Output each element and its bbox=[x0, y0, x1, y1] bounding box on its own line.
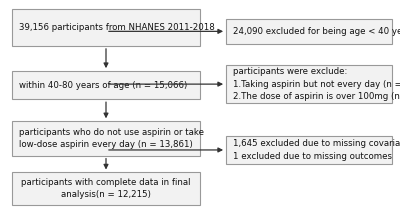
FancyBboxPatch shape bbox=[12, 121, 200, 156]
FancyBboxPatch shape bbox=[226, 19, 392, 44]
Text: participants who do not use aspirin or take
low-dose aspirin every day (n = 13,8: participants who do not use aspirin or t… bbox=[19, 128, 204, 149]
Text: 1,645 excluded due to missing covariates
1 excluded due to missing outcomes: 1,645 excluded due to missing covariates… bbox=[233, 139, 400, 161]
Text: within 40-80 years of age (n = 15,066): within 40-80 years of age (n = 15,066) bbox=[19, 81, 188, 90]
Text: participants with complete data in final
analysis(n = 12,215): participants with complete data in final… bbox=[21, 178, 191, 199]
FancyBboxPatch shape bbox=[12, 172, 200, 205]
Text: participants were exclude:
1.Taking aspirin but not every day (n = 724)
2.The do: participants were exclude: 1.Taking aspi… bbox=[233, 67, 400, 101]
Text: 24,090 excluded for being age < 40 years: 24,090 excluded for being age < 40 years bbox=[233, 27, 400, 36]
FancyBboxPatch shape bbox=[226, 65, 392, 103]
FancyBboxPatch shape bbox=[226, 136, 392, 164]
FancyBboxPatch shape bbox=[12, 71, 200, 99]
FancyBboxPatch shape bbox=[12, 9, 200, 46]
Text: 39,156 participants from NHANES 2011-2018: 39,156 participants from NHANES 2011-201… bbox=[19, 23, 215, 32]
